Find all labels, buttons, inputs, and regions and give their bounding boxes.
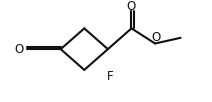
Text: O: O: [151, 31, 161, 44]
Text: O: O: [15, 43, 24, 56]
Text: F: F: [106, 70, 113, 83]
Text: O: O: [127, 0, 136, 13]
